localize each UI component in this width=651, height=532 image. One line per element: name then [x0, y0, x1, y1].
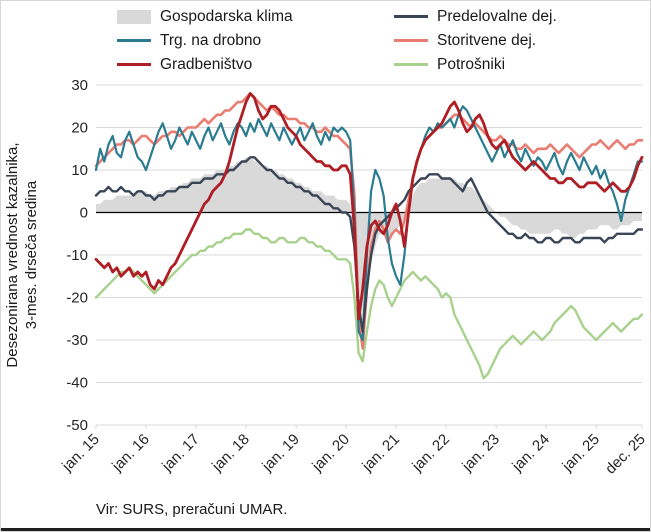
- x-tick-label: jan. 22: [408, 431, 453, 476]
- legend-label: Potrošniki: [437, 55, 506, 73]
- series-line-predelovalne-dej: [94, 156, 644, 333]
- legend-item-predelovalne-dej: Predelovalne dej.: [394, 5, 557, 28]
- chart-legend: Gospodarska klima Predelovalne dej. Trg.…: [117, 5, 557, 76]
- x-tick-label: jan. 25: [558, 431, 603, 476]
- legend-label: Gradbeništvo: [160, 55, 253, 73]
- y-tick-label: -30: [66, 332, 88, 349]
- x-tick-label: jan. 19: [258, 431, 303, 476]
- source-note: Vir: SURS, preračuni UMAR.: [96, 501, 288, 518]
- legend-item-trg-na-drobno: Trg. na drobno: [117, 29, 394, 52]
- legend-item-potrosniki: Potrošniki: [394, 53, 557, 76]
- y-tick-label: -40: [66, 375, 88, 392]
- y-tick-label: 30: [71, 77, 88, 94]
- y-tick-label: -10: [66, 247, 88, 264]
- series-area-gospodarska-klima: [96, 157, 642, 340]
- legend-item-gradbenistvo: Gradbeništvo: [117, 53, 394, 76]
- series-line-gradbenistvo: [94, 92, 644, 321]
- x-tick-label: jan. 20: [308, 431, 353, 476]
- y-tick-label: 10: [71, 162, 88, 179]
- x-tick-label: jan. 18: [208, 431, 253, 476]
- legend-label: Predelovalne dej.: [437, 7, 557, 25]
- y-tick-label: -20: [66, 290, 88, 307]
- x-tick-label: jan. 17: [158, 431, 203, 476]
- legend-line-swatch: [394, 15, 428, 18]
- x-tick-label: jan. 16: [108, 431, 153, 476]
- legend-label: Trg. na drobno: [160, 31, 262, 49]
- screen-bottom-edge: [1, 528, 650, 531]
- legend-area-swatch: [117, 9, 151, 24]
- legend-line-swatch: [117, 39, 151, 42]
- legend-label: Storitvene dej.: [437, 31, 537, 49]
- legend-line-swatch: [117, 63, 151, 66]
- x-tick-label: jan. 23: [458, 431, 503, 476]
- x-tick-label: dec. 25: [602, 431, 649, 478]
- legend-label: Gospodarska klima: [160, 7, 293, 25]
- legend-item-gospodarska-klima: Gospodarska klima: [117, 5, 394, 28]
- x-tick-label: jan. 15: [58, 431, 103, 476]
- y-tick-label: 20: [71, 120, 88, 137]
- x-tick-label: jan. 21: [358, 431, 403, 476]
- y-tick-label: -50: [66, 417, 88, 434]
- legend-line-swatch: [394, 63, 428, 66]
- y-tick-label: 0: [80, 205, 88, 222]
- legend-item-storitvene-dej: Storitvene dej.: [394, 29, 557, 52]
- legend-line-swatch: [394, 39, 428, 42]
- series-line-trg-na-drobno: [94, 105, 644, 342]
- series-line-potrosniki: [94, 228, 644, 380]
- x-tick-label: jan. 24: [508, 431, 553, 476]
